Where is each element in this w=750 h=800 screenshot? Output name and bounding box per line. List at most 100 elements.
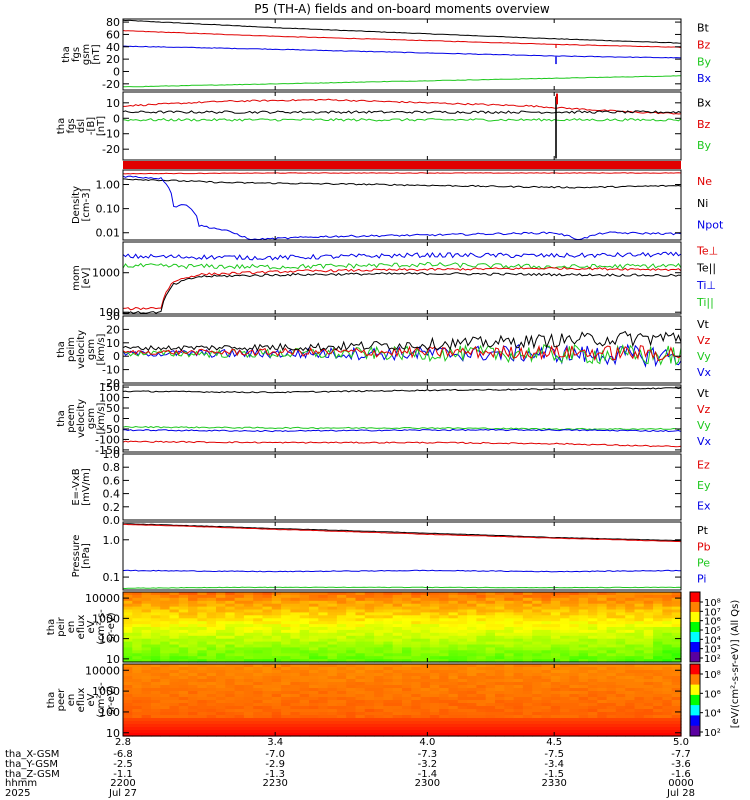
- spectrogram-cell: [206, 621, 217, 625]
- spectrogram-cell: [662, 632, 673, 637]
- spectrogram-cell: [625, 650, 636, 654]
- spectrogram-cell: [653, 632, 663, 637]
- spectrogram-cell: [364, 673, 375, 677]
- spectrogram-cell: [383, 594, 394, 599]
- spectrogram-cell: [141, 706, 152, 710]
- spectrogram-cell: [197, 609, 208, 613]
- spectrogram-cell: [225, 706, 236, 710]
- spectrogram-cell: [271, 670, 282, 674]
- spectrogram-cell: [448, 703, 459, 707]
- spectrogram-cell: [411, 694, 422, 698]
- spectrogram-cell: [615, 618, 626, 622]
- spectrogram-cell: [671, 679, 682, 683]
- spectrogram-cell: [327, 670, 338, 674]
- spectrogram-cell: [309, 715, 319, 719]
- spectrogram-cell: [336, 592, 347, 596]
- spectrogram-cell: [160, 664, 171, 668]
- spectrogram-cell: [206, 715, 217, 719]
- tick-value: -7.7: [671, 749, 691, 760]
- spectrogram-cell: [653, 606, 663, 611]
- spectrogram-cell: [225, 597, 236, 602]
- spectrogram-cell: [634, 650, 645, 654]
- tick-value: -3.6: [671, 759, 691, 770]
- spectrogram-cell: [643, 606, 654, 611]
- spectrogram-cell: [318, 700, 329, 704]
- spectrogram-cell: [402, 641, 412, 646]
- spectrogram-cell: [457, 627, 468, 631]
- spectrogram-cell: [662, 592, 673, 596]
- spectrogram-cell: [290, 609, 301, 613]
- spectrogram-cell: [132, 700, 143, 704]
- spectrogram-cell: [560, 670, 570, 674]
- spectrogram-cell: [178, 603, 189, 608]
- spectrogram-cell: [429, 694, 440, 698]
- spectrogram-cell: [336, 727, 347, 731]
- spectrogram-cell: [327, 618, 338, 622]
- spectrogram-cell: [476, 697, 487, 701]
- spectrogram-cell: [160, 673, 171, 677]
- y-tick-label: 1.0: [103, 448, 121, 461]
- spectrogram-cell: [597, 685, 608, 689]
- spectrogram-cell: [504, 715, 515, 719]
- spectrogram-cell: [522, 594, 533, 599]
- y-axis-label: tha peir en eflux eV (cm²-s-sr-eV): [46, 609, 117, 645]
- spectrogram-cell: [160, 650, 171, 654]
- spectrogram-cell: [262, 703, 273, 707]
- spectrogram-cell: [169, 603, 180, 608]
- spectrogram-cell: [439, 597, 450, 602]
- spectrogram-cell: [188, 635, 198, 640]
- spectrogram-cell: [392, 670, 403, 674]
- spectrogram-cell: [550, 724, 561, 728]
- spectrogram-cell: [290, 656, 301, 660]
- spectrogram-cell: [448, 594, 459, 599]
- spectrogram-cell: [309, 676, 319, 680]
- spectrogram-cell: [550, 718, 561, 722]
- spectrogram-cell: [299, 627, 310, 631]
- spectrogram-cell: [188, 721, 198, 725]
- series-Bt: [122, 19, 682, 44]
- series-Pe: [122, 586, 682, 590]
- spectrogram-cell: [578, 697, 589, 701]
- spectrogram-cell: [253, 606, 264, 611]
- spectrogram-cell: [588, 627, 598, 631]
- spectrogram-cell: [671, 594, 682, 599]
- spectrogram-cell: [150, 638, 161, 643]
- spectrogram-cell: [364, 615, 375, 619]
- spectrogram-cell: [429, 706, 440, 710]
- spectrogram-cell: [550, 691, 561, 695]
- spectrogram-cell: [606, 688, 617, 692]
- spectrogram-cell: [234, 670, 245, 674]
- spectrogram-cell: [522, 635, 533, 640]
- spectrogram-cell: [634, 621, 645, 625]
- spectrogram-cell: [169, 727, 180, 731]
- spectrogram-cell: [485, 659, 496, 663]
- spectrogram-cell: [123, 641, 133, 646]
- spectrogram-cell: [485, 647, 496, 651]
- spectrogram-cell: [346, 688, 357, 692]
- spectrogram-cell: [374, 615, 384, 619]
- spectrogram-cell: [243, 667, 254, 671]
- spectrogram-cell: [225, 656, 236, 660]
- spectrogram-cell: [169, 600, 180, 605]
- spectrogram-cell: [457, 664, 468, 668]
- spectrogram-cell: [495, 676, 505, 680]
- spectrogram-cell: [318, 685, 329, 689]
- spectrogram-cell: [364, 638, 375, 643]
- spectrogram-cell: [429, 685, 440, 689]
- spectrogram-cell: [327, 627, 338, 631]
- spectrogram-cell: [597, 653, 608, 657]
- spectrogram-cell: [671, 638, 682, 643]
- spectrogram-cell: [541, 664, 552, 668]
- spectrogram-cell: [485, 638, 496, 643]
- spectrogram-cell: [336, 676, 347, 680]
- spectrogram-cell: [578, 644, 589, 648]
- spectrogram-cell: [476, 706, 487, 710]
- spectrogram-cell: [550, 618, 561, 622]
- spectrogram-cell: [336, 606, 347, 611]
- spectrogram-cell: [513, 627, 524, 631]
- spectrogram-cell: [439, 664, 450, 668]
- panel-frame: [122, 91, 682, 161]
- spectrogram-cell: [578, 653, 589, 657]
- colorbar-tick-label: 10⁸: [704, 598, 721, 609]
- spectrogram-cell: [634, 592, 645, 596]
